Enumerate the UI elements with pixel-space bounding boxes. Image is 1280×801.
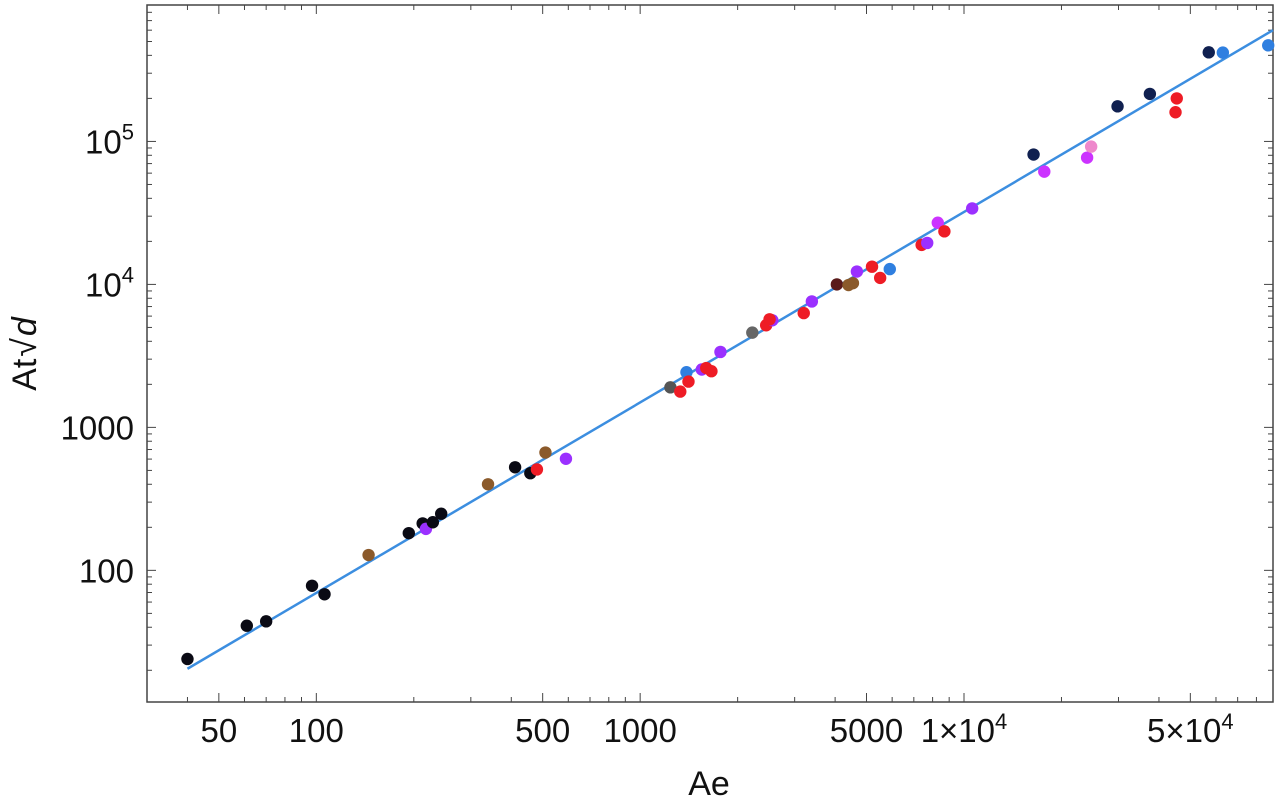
data-point <box>664 381 677 394</box>
y-tick-label-base: 10 <box>85 266 122 303</box>
data-point <box>883 262 896 276</box>
y-tick-label-base: 1000 <box>61 409 134 446</box>
data-point <box>539 446 552 459</box>
y-tick-label-base: 10 <box>85 123 122 160</box>
x-axis-label: Ae <box>688 765 730 801</box>
y-axis-label-radical: √ <box>6 338 44 357</box>
data-point <box>714 345 727 359</box>
plot-frame <box>146 4 1274 703</box>
data-point <box>682 375 695 388</box>
data-point <box>1169 106 1182 119</box>
data-point <box>1084 140 1098 153</box>
data-point <box>530 463 544 476</box>
data-point <box>1143 87 1157 101</box>
y-tick-label-base: 100 <box>79 552 134 589</box>
data-points <box>181 39 1275 666</box>
data-point <box>1216 46 1230 59</box>
y-axis-label-var: d <box>6 316 44 336</box>
data-point <box>846 276 860 290</box>
data-point <box>434 507 448 520</box>
y-axis-label-prefix: At <box>6 358 44 391</box>
data-point <box>705 365 718 378</box>
x-tick-label: 1000 <box>603 712 676 749</box>
axis-ticks <box>146 4 1274 702</box>
data-point <box>797 306 810 320</box>
y-tick-label: 100 <box>79 552 134 589</box>
data-point <box>763 313 776 326</box>
data-point <box>921 236 934 250</box>
x-tick-label-base: 1×10 <box>921 712 995 749</box>
fit-line <box>186 29 1274 670</box>
data-point <box>508 461 522 474</box>
data-point <box>240 619 254 632</box>
data-point <box>850 265 864 278</box>
x-tick-label-base: 100 <box>289 712 344 749</box>
x-tick-label: 500 <box>515 712 570 749</box>
data-point <box>559 452 573 465</box>
data-point <box>305 579 319 592</box>
data-point <box>362 548 375 562</box>
data-point <box>1027 148 1040 161</box>
y-tick-label: 105 <box>85 119 134 160</box>
data-point <box>1170 92 1183 105</box>
x-tick-label: 100 <box>289 712 344 749</box>
data-point <box>965 202 979 215</box>
x-tick-label-base: 5×10 <box>1147 712 1221 749</box>
x-tick-label: 1×104 <box>921 709 1008 749</box>
y-tick-label-exponent: 5 <box>122 119 134 144</box>
x-tick-label-base: 5000 <box>830 712 903 749</box>
x-tick-label-exponent: 4 <box>1221 709 1233 734</box>
data-point <box>938 225 951 238</box>
data-point <box>426 516 440 529</box>
data-point <box>931 216 944 229</box>
data-point <box>318 588 331 601</box>
y-axis-label: At√ d <box>6 316 44 391</box>
y-tick-label: 1000 <box>61 409 134 446</box>
x-tick-label: 5000 <box>830 712 903 749</box>
data-point <box>1111 100 1124 113</box>
data-point <box>1080 151 1094 164</box>
data-point <box>259 615 273 628</box>
data-point <box>1202 46 1215 59</box>
data-point <box>674 385 687 398</box>
data-point <box>680 366 693 379</box>
data-point <box>865 260 879 273</box>
data-point <box>402 526 415 540</box>
x-tick-label-base: 50 <box>200 712 237 749</box>
data-point <box>481 478 495 491</box>
x-tick-label: 5×104 <box>1147 709 1234 749</box>
x-tick-label-exponent: 4 <box>995 709 1007 734</box>
x-tick-label: 50 <box>200 712 237 749</box>
x-tick-label-base: 1000 <box>603 712 676 749</box>
y-tick-label-exponent: 4 <box>122 262 134 287</box>
data-point <box>830 278 844 291</box>
data-point <box>805 295 819 308</box>
data-point <box>873 271 887 285</box>
data-point <box>746 326 759 339</box>
y-tick-label: 104 <box>85 262 134 303</box>
data-point <box>181 652 194 666</box>
x-tick-label-base: 500 <box>515 712 570 749</box>
data-point <box>1262 39 1275 52</box>
data-point <box>1038 165 1051 178</box>
